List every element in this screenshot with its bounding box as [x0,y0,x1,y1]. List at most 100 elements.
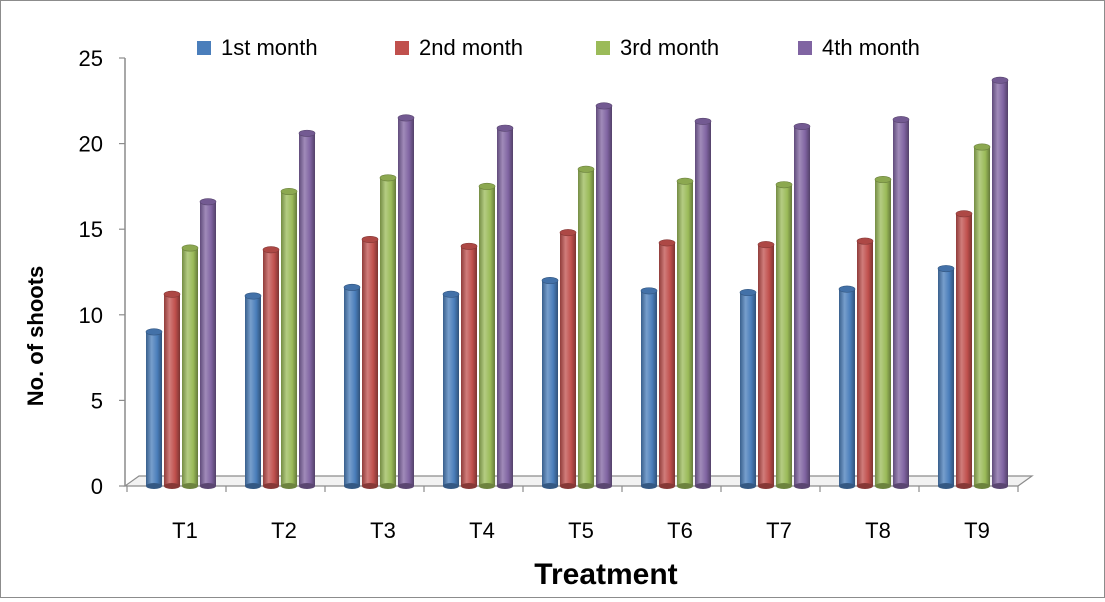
bar-body [443,294,459,486]
bar-top [343,283,361,291]
legend-item: 3rd month [596,35,719,60]
bar-top [460,242,478,250]
bar-top [793,122,811,130]
bar-base [758,483,774,489]
bar-body [578,169,594,486]
bar-top [694,117,712,125]
bar-base [893,483,909,489]
legend-swatch [395,41,409,55]
bar-top [559,229,577,237]
bar-base [938,483,954,489]
bar-top [145,328,163,336]
bar-top [658,239,676,247]
bar [577,165,595,489]
bar [694,117,712,489]
bar-body [659,242,675,486]
x-tick-label: T4 [469,518,495,543]
bar-top [181,244,199,252]
bar [163,290,181,489]
bar-top [577,165,595,173]
bar-base [596,483,612,489]
bar [379,174,397,489]
bar-body [974,147,990,487]
bar-base [182,483,198,489]
bar-base [281,483,297,489]
bar-top [838,285,856,293]
bar-body [344,287,360,486]
bar [937,265,955,489]
bar-base [461,483,477,489]
bar [442,290,460,489]
bar-body [938,268,954,486]
bar-body [164,294,180,486]
bar-body [641,290,657,486]
bar-base [875,483,891,489]
bar [739,289,757,489]
bar-base [659,483,675,489]
y-tick-label: 10 [79,303,103,328]
bar-body [596,105,612,486]
bar-body [200,201,216,487]
bar [397,114,415,489]
bar-body [776,184,792,487]
bar [145,328,163,489]
bar-body [677,181,693,487]
bar-base [443,483,459,489]
bar-top [379,174,397,182]
bar-body [893,119,909,486]
bar-top [541,277,559,285]
legend-swatch [596,41,610,55]
bar [595,102,613,489]
bar-top [874,176,892,184]
tick-labels: 0 5 10 15 20 25 T1 T2 T3 T4 T5 T6 T7 T8 T9 [79,46,990,543]
y-tick-label: 25 [79,46,103,71]
bar-base [362,483,378,489]
bar-top [397,114,415,122]
legend-swatch [798,41,812,55]
bar-base [398,483,414,489]
bar-top [739,289,757,297]
bar [955,210,973,489]
bar [181,244,199,489]
legend-label: 4th month [822,35,920,60]
bar [640,287,658,489]
bar-top [640,287,658,295]
bar-base [956,483,972,489]
bar-top [442,290,460,298]
bar-base [857,483,873,489]
bar-base [299,483,315,489]
bar-body [839,289,855,486]
bar-top [775,181,793,189]
bar [280,188,298,489]
bar-body [740,292,756,486]
x-tick-label: T9 [964,518,990,543]
bar-base [164,483,180,489]
bar-base [740,483,756,489]
legend-label: 1st month [221,35,318,60]
bar-top [478,182,496,190]
bar [541,277,559,489]
bar [559,229,577,489]
bar-base [992,483,1008,489]
x-tick-label: T7 [766,518,792,543]
legend: 1st month 2nd month 3rd month 4th month [197,35,920,60]
bar-top [163,290,181,298]
bar-body [281,191,297,486]
bar-top [496,124,514,132]
bar-base [200,483,216,489]
bar-body [362,239,378,486]
bar [856,237,874,489]
bar-body [146,331,162,486]
bar-body [542,280,558,486]
bar [658,239,676,489]
bar-top [244,292,262,300]
bar-base [146,483,162,489]
bar-top [892,116,910,124]
bar-base [245,483,261,489]
bar-base [641,483,657,489]
bar [262,246,280,489]
bar-base [677,483,693,489]
bar-body [560,232,576,486]
